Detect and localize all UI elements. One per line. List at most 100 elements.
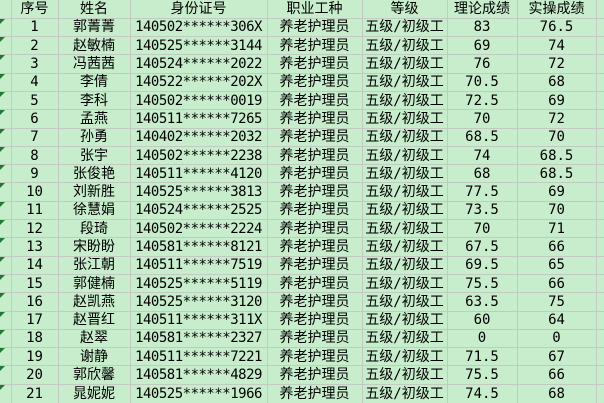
cell-theory[interactable]: 83 xyxy=(446,17,518,38)
cell-serial[interactable]: 5 xyxy=(10,90,59,111)
cell-practical[interactable]: 68.5 xyxy=(516,164,597,184)
header-serial[interactable]: 序号 xyxy=(10,0,59,19)
left-gutter-cell[interactable] xyxy=(0,365,12,385)
cell-serial[interactable]: 15 xyxy=(10,273,59,294)
cell-serial[interactable]: 18 xyxy=(10,328,59,349)
cell-level[interactable]: 五级/初级工 xyxy=(361,219,448,239)
cell-id[interactable]: 140525******1966 xyxy=(129,383,268,403)
cell-theory[interactable]: 63.5 xyxy=(446,292,518,312)
cell-name[interactable]: 张俊艳 xyxy=(57,164,131,184)
cell-level[interactable]: 五级/初级工 xyxy=(361,292,448,312)
left-gutter-cell[interactable] xyxy=(0,292,12,312)
cell-level[interactable]: 五级/初级工 xyxy=(361,164,448,184)
cell-name[interactable]: 宋盼盼 xyxy=(57,237,131,257)
cell-theory[interactable]: 75.5 xyxy=(446,365,518,385)
cell-name[interactable]: 赵晋红 xyxy=(57,310,131,330)
cell-name[interactable]: 张宇 xyxy=(57,145,131,166)
right-overflow-cell[interactable] xyxy=(595,145,604,166)
cell-theory[interactable]: 69 xyxy=(446,36,518,56)
left-gutter-cell[interactable] xyxy=(0,182,12,202)
cell-name[interactable]: 孙勇 xyxy=(57,127,131,147)
cell-theory[interactable]: 71.5 xyxy=(446,347,518,367)
cell-level[interactable]: 五级/初级工 xyxy=(361,310,448,330)
header-left-gutter-cell[interactable] xyxy=(0,0,12,19)
cell-level[interactable]: 五级/初级工 xyxy=(361,17,448,38)
cell-job[interactable]: 养老护理员 xyxy=(266,255,363,275)
cell-serial[interactable]: 14 xyxy=(10,255,59,275)
cell-level[interactable]: 五级/初级工 xyxy=(361,365,448,385)
cell-serial[interactable]: 10 xyxy=(10,182,59,202)
left-gutter-cell[interactable] xyxy=(0,255,12,275)
cell-id[interactable]: 140525******3813 xyxy=(129,182,268,202)
cell-id[interactable]: 140522******202X xyxy=(129,72,268,92)
header-name[interactable]: 姓名 xyxy=(57,0,131,19)
cell-serial[interactable]: 13 xyxy=(10,237,59,257)
header-id[interactable]: 身份证号 xyxy=(129,0,268,19)
left-gutter-cell[interactable] xyxy=(0,109,12,129)
cell-serial[interactable]: 19 xyxy=(10,347,59,367)
right-overflow-cell[interactable] xyxy=(595,109,604,129)
cell-name[interactable]: 郭菁菁 xyxy=(57,17,131,38)
cell-name[interactable]: 徐慧娟 xyxy=(57,200,131,221)
right-overflow-cell[interactable] xyxy=(595,328,604,349)
cell-serial[interactable]: 7 xyxy=(10,127,59,147)
left-gutter-cell[interactable] xyxy=(0,328,12,349)
right-overflow-cell[interactable] xyxy=(595,237,604,257)
right-overflow-cell[interactable] xyxy=(595,72,604,92)
cell-practical[interactable]: 68 xyxy=(516,383,597,403)
cell-practical[interactable]: 70 xyxy=(516,127,597,147)
right-overflow-cell[interactable] xyxy=(595,90,604,111)
cell-level[interactable]: 五级/初级工 xyxy=(361,145,448,166)
cell-id[interactable]: 140581******2327 xyxy=(129,328,268,349)
header-theory[interactable]: 理论成绩 xyxy=(446,0,518,19)
cell-name[interactable]: 赵翠 xyxy=(57,328,131,349)
cell-theory[interactable]: 69.5 xyxy=(446,255,518,275)
cell-job[interactable]: 养老护理员 xyxy=(266,127,363,147)
cell-level[interactable]: 五级/初级工 xyxy=(361,200,448,221)
right-overflow-cell[interactable] xyxy=(595,292,604,312)
cell-serial[interactable]: 12 xyxy=(10,219,59,239)
cell-theory[interactable]: 60 xyxy=(446,310,518,330)
cell-name[interactable]: 赵凯燕 xyxy=(57,292,131,312)
cell-level[interactable]: 五级/初级工 xyxy=(361,90,448,111)
cell-practical[interactable]: 69 xyxy=(516,182,597,202)
cell-practical[interactable]: 65 xyxy=(516,255,597,275)
cell-name[interactable]: 冯茜茜 xyxy=(57,54,131,74)
cell-level[interactable]: 五级/初级工 xyxy=(361,109,448,129)
cell-level[interactable]: 五级/初级工 xyxy=(361,54,448,74)
cell-name[interactable]: 李科 xyxy=(57,90,131,111)
cell-job[interactable]: 养老护理员 xyxy=(266,200,363,221)
right-overflow-cell[interactable] xyxy=(595,164,604,184)
cell-practical[interactable]: 76.5 xyxy=(516,17,597,38)
cell-theory[interactable]: 75.5 xyxy=(446,273,518,294)
right-overflow-cell[interactable] xyxy=(595,365,604,385)
right-overflow-cell[interactable] xyxy=(595,255,604,275)
cell-practical[interactable]: 66 xyxy=(516,237,597,257)
cell-id[interactable]: 140502******306X xyxy=(129,17,268,38)
cell-theory[interactable]: 70 xyxy=(446,109,518,129)
cell-name[interactable]: 晁妮妮 xyxy=(57,383,131,403)
cell-name[interactable]: 段琦 xyxy=(57,219,131,239)
cell-theory[interactable]: 0 xyxy=(446,328,518,349)
cell-practical[interactable]: 74 xyxy=(516,36,597,56)
cell-job[interactable]: 养老护理员 xyxy=(266,237,363,257)
cell-id[interactable]: 140581******4829 xyxy=(129,365,268,385)
cell-job[interactable]: 养老护理员 xyxy=(266,36,363,56)
cell-practical[interactable]: 71 xyxy=(516,219,597,239)
cell-practical[interactable]: 72 xyxy=(516,109,597,129)
right-overflow-cell[interactable] xyxy=(595,219,604,239)
cell-practical[interactable]: 0 xyxy=(516,328,597,349)
cell-theory[interactable]: 70 xyxy=(446,219,518,239)
cell-id[interactable]: 140511******4120 xyxy=(129,164,268,184)
cell-serial[interactable]: 9 xyxy=(10,164,59,184)
cell-name[interactable]: 赵敏楠 xyxy=(57,36,131,56)
cell-practical[interactable]: 68.5 xyxy=(516,145,597,166)
cell-job[interactable]: 养老护理员 xyxy=(266,90,363,111)
cell-name[interactable]: 郭健楠 xyxy=(57,273,131,294)
cell-job[interactable]: 养老护理员 xyxy=(266,72,363,92)
cell-job[interactable]: 养老护理员 xyxy=(266,145,363,166)
right-overflow-cell[interactable] xyxy=(595,182,604,202)
cell-serial[interactable]: 21 xyxy=(10,383,59,403)
cell-id[interactable]: 140511******7221 xyxy=(129,347,268,367)
cell-serial[interactable]: 17 xyxy=(10,310,59,330)
